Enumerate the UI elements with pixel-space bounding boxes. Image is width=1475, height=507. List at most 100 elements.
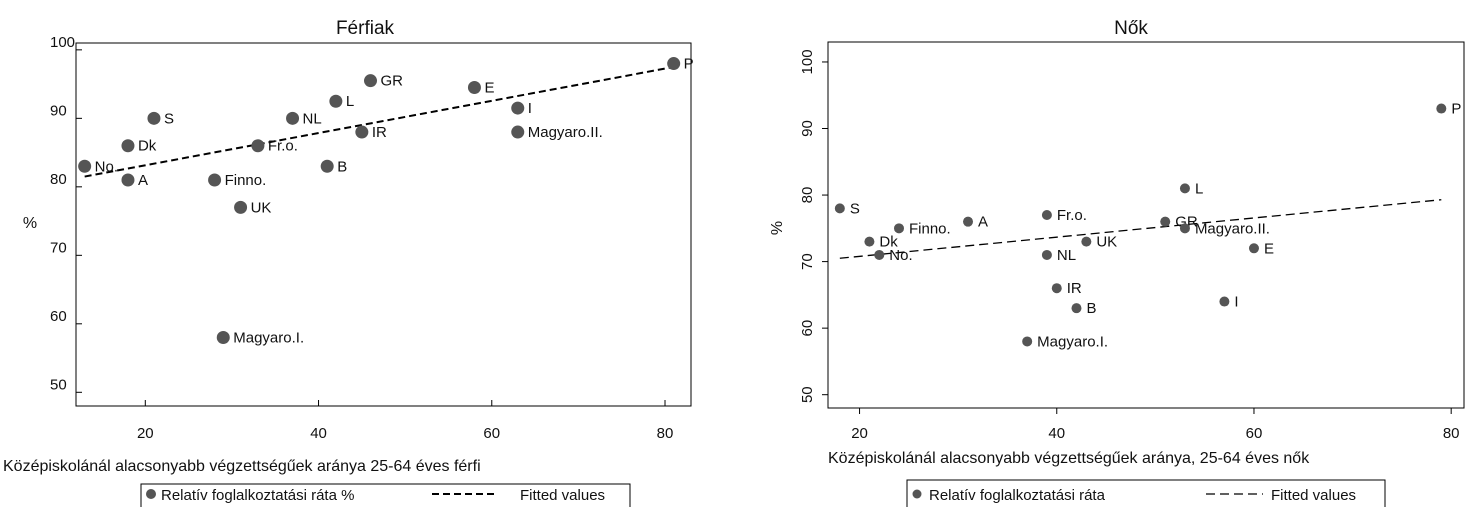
chart-men-y-tick-label: 100 [50,34,75,51]
chart-women-point-label: Magyaro.I. [1037,333,1108,350]
chart-women-point [874,249,885,260]
chart-men-y-tick-label: 70 [50,239,67,256]
chart-women-point-label: IR [1067,280,1082,297]
chart-women-legend-label-fit: Fitted values [1271,487,1356,504]
chart-women-x-tick-label: 20 [851,425,868,442]
chart-men-y-tick-label: 90 [50,102,67,119]
chart-women-x-tick-label: 60 [1246,425,1263,442]
chart-men-point-label: E [484,80,494,97]
chart-women-x-axis-label: Középiskolánál alacsonyabb végzettségűek… [828,450,1310,467]
chart-men-point-label: L [346,93,354,110]
chart-men-legend-label-fit: Fitted values [520,487,605,504]
chart-men-point [667,57,681,71]
chart-women-y-tick-label: 70 [799,253,816,270]
chart-men-point-label: P [684,56,694,73]
chart-women-point [1219,296,1230,307]
chart-men-x-tick-label: 80 [657,425,674,442]
chart-men-plot-frame [75,42,692,407]
chart-men-point [364,74,378,88]
chart-men-point [286,111,300,125]
chart-women-legend-marker [912,489,922,499]
chart-women-legend: Relatív foglalkoztatási ráta Fitted valu… [906,479,1386,507]
chart-women-point [1179,223,1190,234]
chart-men-point [78,159,92,173]
chart-men-point-label: Magyaro.I. [233,330,304,347]
chart-women-point-label: No. [889,247,912,264]
chart-men-title: Férfiak [336,18,395,39]
chart-men-point-label: Fr.o. [268,138,298,155]
chart-men-x-axis-label: Középiskolánál alacsonyabb végzettségűek… [3,458,481,475]
chart-men-point [208,173,222,187]
chart-women-point-label: B [1086,300,1096,317]
chart-women-point-label: A [978,214,988,231]
chart-men-point-label: No. [95,158,118,175]
chart-men-point [355,125,369,139]
chart-women-y-tick-label: 90 [799,120,816,137]
chart-women-point [1160,216,1171,227]
chart-men-point-label: NL [303,110,322,127]
chart-men-point-label: B [337,158,347,175]
chart-men-point-label: S [164,110,174,127]
chart-women-point-label: S [850,200,860,217]
chart-men-point-label: Dk [138,138,157,155]
chart-men-fitted-line [84,65,674,178]
chart-women-point [864,236,875,247]
chart-men-point [234,200,248,214]
chart-men-point [216,331,230,345]
chart-women-legend-box [906,479,1386,507]
chart-men-legend-label-points: Relatív foglalkoztatási ráta % [161,487,354,504]
chart-men-point [320,159,334,173]
chart-men-y-tick-label: 80 [50,171,67,188]
chart-men-point-label: GR [381,73,404,90]
chart-women-y-axis-label: % [769,221,786,235]
chart-women-point-label: NL [1057,247,1076,264]
chart-men-point [251,139,265,153]
chart-men-y-axis-label: % [23,215,37,232]
chart-men-point [467,81,481,95]
chart-women-point-label: I [1234,294,1238,311]
chart-men-legend: Relatív foglalkoztatási ráta % Fitted va… [140,483,631,507]
chart-women-point [893,223,904,234]
chart-women-point-label: P [1451,101,1461,118]
chart-women-point-label: Fr.o. [1057,207,1087,224]
chart-women-point [1248,243,1259,254]
chart-men-point [511,125,525,139]
chart-women-plot-frame [827,41,1465,409]
chart-men: Férfiak % Középiskolánál alacsonyabb vég… [3,18,694,507]
chart-women-x-tick-label: 80 [1443,425,1460,442]
chart-women-y-tick-label: 80 [799,187,816,204]
chart-women-y-tick-label: 50 [799,386,816,403]
chart-men-point-label: Magyaro.II. [528,124,603,141]
chart-women-point-label: L [1195,180,1203,197]
chart-women: Nők % Középiskolánál alacsonyabb végzett… [769,18,1465,507]
chart-men-point [121,139,135,153]
chart-men-point-label: I [528,100,532,117]
chart-women-fitted-line [839,199,1442,259]
chart-women-point [834,203,845,214]
chart-women-legend-label-points: Relatív foglalkoztatási ráta [929,487,1106,504]
chart-women-point [1041,249,1052,260]
chart-women-title: Nők [1114,18,1148,39]
chart-men-x-tick-label: 40 [310,425,327,442]
chart-women-ticks: 20 40 60 80 50 60 70 80 90 100 [799,49,1460,442]
chart-women-y-tick-label: 60 [799,320,816,337]
chart-women-point [1051,283,1062,294]
chart-men-ticks: 20 40 60 80 50 60 70 80 90 100 [50,34,673,442]
chart-women-point [1022,336,1033,347]
chart-men-y-tick-label: 50 [50,376,67,393]
chart-women-point [1041,210,1052,221]
chart-men-legend-marker [146,489,156,499]
chart-men-y-tick-label: 60 [50,308,67,325]
chart-men-x-tick-label: 60 [483,425,500,442]
chart-women-point [1436,103,1447,114]
chart-men-point [147,111,161,125]
chart-men-point-label: UK [251,199,272,216]
chart-women-point-label: UK [1096,234,1117,251]
chart-women-point [1179,183,1190,194]
chart-men-point-label: Finno. [225,172,267,189]
chart-women-x-tick-label: 40 [1048,425,1065,442]
chart-women-y-tick-label: 100 [799,49,816,74]
chart-women-point-label: Finno. [909,220,951,237]
chart-women-point [1071,303,1082,314]
